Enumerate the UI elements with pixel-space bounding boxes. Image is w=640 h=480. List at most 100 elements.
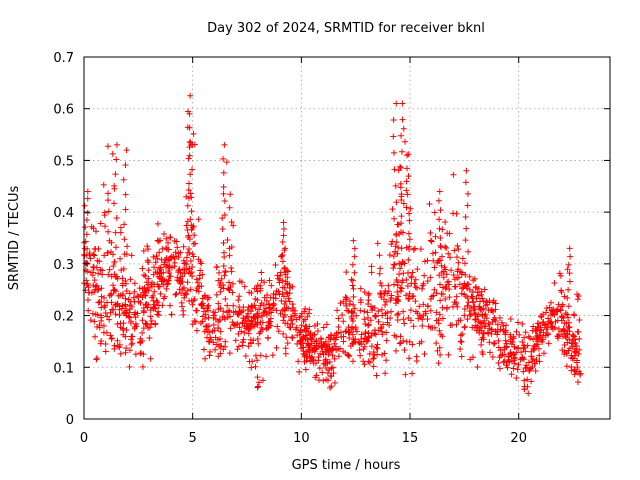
data-point: [111, 342, 118, 349]
data-point: [186, 124, 193, 131]
data-point: [95, 286, 102, 293]
data-point: [222, 338, 229, 345]
data-point: [324, 369, 331, 376]
data-point: [491, 339, 498, 346]
data-point: [572, 368, 579, 375]
data-point: [183, 193, 190, 200]
data-point: [521, 383, 528, 390]
data-point: [269, 302, 276, 309]
data-point: [263, 297, 270, 304]
data-point: [458, 339, 465, 346]
data-point: [350, 293, 357, 300]
data-point: [177, 269, 184, 276]
data-point: [132, 309, 139, 316]
data-point: [357, 285, 364, 292]
data-point: [220, 239, 227, 246]
data-point: [512, 354, 519, 361]
data-point: [350, 285, 357, 292]
data-point: [176, 266, 183, 273]
data-point: [388, 241, 395, 248]
data-point: [531, 342, 538, 349]
data-point: [522, 365, 529, 372]
x-tick-label: 5: [189, 431, 197, 446]
data-point: [408, 280, 415, 287]
data-point: [199, 271, 206, 278]
data-point: [443, 305, 450, 312]
data-point: [215, 343, 222, 350]
data-point: [462, 237, 469, 244]
data-point: [302, 316, 309, 323]
data-point: [495, 359, 502, 366]
data-point: [154, 281, 161, 288]
data-point: [307, 335, 314, 342]
data-point: [503, 343, 510, 350]
data-point: [268, 282, 275, 289]
data-point: [461, 312, 468, 319]
data-point: [240, 315, 247, 322]
data-point: [388, 292, 395, 299]
data-point: [274, 272, 281, 279]
data-point: [329, 364, 336, 371]
x-tick-label: 15: [402, 431, 419, 446]
data-point: [470, 277, 477, 284]
plot-frame: [83, 56, 611, 420]
data-point: [394, 278, 401, 285]
data-point: [119, 302, 126, 309]
data-points: [81, 92, 584, 397]
data-point: [461, 323, 468, 330]
data-point: [114, 320, 121, 327]
data-point: [269, 352, 276, 359]
data-point: [343, 302, 350, 309]
data-point: [368, 303, 375, 310]
data-point: [206, 352, 213, 359]
data-point: [217, 288, 224, 295]
data-point: [164, 281, 171, 288]
data-point: [189, 263, 196, 270]
data-point: [206, 329, 213, 336]
data-point: [566, 278, 573, 285]
data-point: [414, 266, 421, 273]
data-point: [396, 340, 403, 347]
data-point: [398, 285, 405, 292]
data-point: [221, 253, 228, 260]
data-point: [488, 330, 495, 337]
data-point: [184, 287, 191, 294]
data-point: [100, 322, 107, 329]
data-point: [157, 290, 164, 297]
data-point: [257, 287, 264, 294]
data-point: [220, 346, 227, 353]
data-point: [435, 257, 442, 264]
data-point: [353, 312, 360, 319]
x-axis-label: GPS time / hours: [292, 458, 401, 473]
data-point: [481, 312, 488, 319]
data-point: [438, 262, 445, 269]
data-point: [549, 308, 556, 315]
data-point: [106, 237, 113, 244]
data-point: [228, 268, 235, 275]
data-point: [390, 262, 397, 269]
data-point: [362, 328, 369, 335]
data-point: [472, 284, 479, 291]
data-point: [163, 235, 170, 242]
data-point: [436, 281, 443, 288]
data-point: [139, 363, 146, 370]
data-point: [280, 314, 287, 321]
y-tick-label: 0.1: [53, 361, 74, 376]
data-point: [406, 236, 413, 243]
data-point: [507, 315, 514, 322]
data-point: [378, 294, 385, 301]
data-point: [351, 269, 358, 276]
data-point: [566, 336, 573, 343]
data-point: [99, 271, 106, 278]
data-point: [369, 307, 376, 314]
data-point: [157, 264, 164, 271]
data-point: [560, 326, 567, 333]
data-point: [154, 269, 161, 276]
data-point: [214, 325, 221, 332]
data-point: [337, 300, 344, 307]
data-point: [113, 156, 120, 163]
data-point: [114, 337, 121, 344]
data-point: [402, 371, 409, 378]
data-point: [241, 283, 248, 290]
data-point: [106, 316, 113, 323]
